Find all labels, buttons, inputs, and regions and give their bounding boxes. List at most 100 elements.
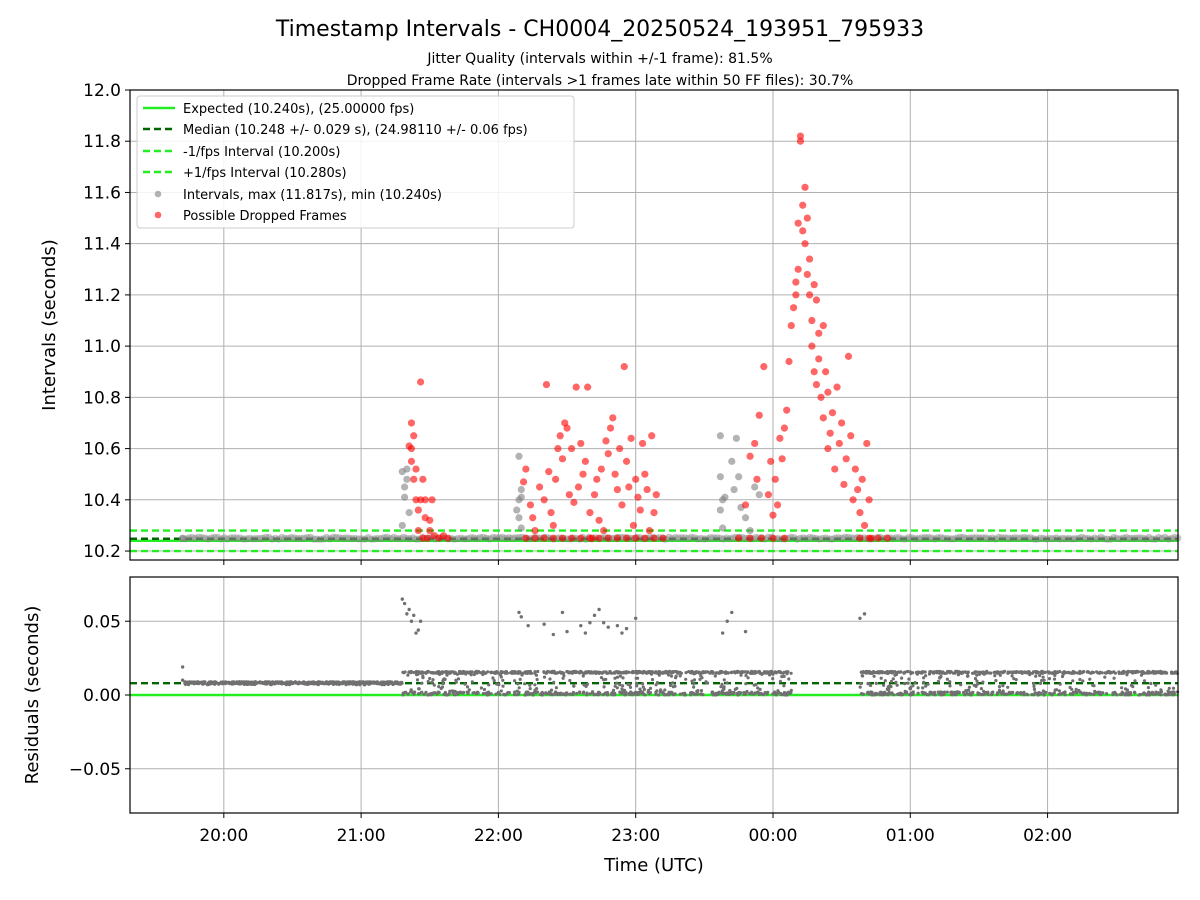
interval-point bbox=[1113, 534, 1121, 543]
residual-point bbox=[515, 671, 519, 675]
residual-point bbox=[1038, 673, 1042, 678]
dropped-frame-point bbox=[856, 534, 864, 542]
interval-point bbox=[403, 475, 411, 483]
residual-point bbox=[617, 670, 621, 674]
residual-point bbox=[996, 671, 1000, 675]
residual-point bbox=[501, 678, 505, 683]
interval-point bbox=[755, 491, 763, 499]
residual-point bbox=[923, 670, 927, 674]
interval-point bbox=[313, 535, 321, 543]
residual-point bbox=[1028, 673, 1032, 677]
residual-point bbox=[731, 691, 735, 695]
dropped-frame-point bbox=[778, 455, 786, 463]
interval-point bbox=[1161, 533, 1169, 541]
intervals-y-tick-label: 11.8 bbox=[83, 132, 121, 152]
residual-point bbox=[990, 693, 994, 697]
residual-point bbox=[1032, 684, 1036, 689]
interval-point bbox=[716, 506, 724, 514]
dropped-frame-point bbox=[604, 450, 612, 458]
residual-point bbox=[528, 692, 533, 696]
intervals-y-tick-label: 10.8 bbox=[83, 388, 121, 408]
residual-point bbox=[1163, 670, 1167, 674]
residual-point bbox=[1097, 690, 1101, 694]
residual-point bbox=[1171, 686, 1176, 690]
dropped-frame-point bbox=[803, 270, 811, 279]
residual-point bbox=[665, 693, 669, 697]
interval-point bbox=[703, 535, 712, 543]
intervals-x-ticks bbox=[223, 560, 1049, 565]
residual-point bbox=[438, 672, 442, 677]
residual-point bbox=[874, 681, 878, 686]
interval-point bbox=[1097, 533, 1105, 541]
dropped-frame-point bbox=[856, 509, 864, 517]
residual-point bbox=[565, 629, 569, 634]
dropped-frame-point bbox=[620, 363, 628, 371]
residual-point bbox=[698, 677, 702, 682]
residual-point bbox=[445, 673, 449, 677]
residual-point bbox=[1001, 684, 1005, 688]
dropped-frame-point bbox=[755, 411, 763, 419]
residual-point bbox=[692, 682, 696, 686]
residual-point bbox=[882, 683, 886, 687]
interval-point bbox=[265, 533, 273, 542]
residual-point bbox=[400, 597, 404, 601]
residual-point bbox=[892, 693, 896, 697]
interval-point bbox=[278, 533, 286, 542]
residual-point bbox=[1057, 689, 1061, 693]
residual-point bbox=[1120, 686, 1124, 690]
residual-point bbox=[420, 681, 424, 685]
residual-point bbox=[761, 693, 765, 697]
intervals-y-tick-label: 11.6 bbox=[83, 183, 121, 203]
residual-point bbox=[1105, 671, 1109, 675]
interval-point bbox=[959, 533, 968, 541]
residual-point bbox=[320, 681, 325, 685]
residual-point bbox=[721, 691, 725, 696]
dropped-frame-point bbox=[568, 534, 576, 542]
residual-point bbox=[405, 612, 409, 616]
residual-point bbox=[973, 677, 978, 681]
residual-point bbox=[476, 691, 480, 695]
residual-point bbox=[891, 677, 895, 681]
residual-point bbox=[568, 692, 572, 696]
residual-point bbox=[668, 670, 672, 674]
dropped-frame-point bbox=[641, 534, 649, 542]
residual-point bbox=[562, 674, 566, 678]
residual-point bbox=[412, 613, 416, 618]
residual-point bbox=[553, 670, 557, 674]
interval-point bbox=[463, 535, 471, 543]
interval-point bbox=[492, 534, 500, 542]
interval-point bbox=[1171, 533, 1179, 542]
residual-point bbox=[1005, 692, 1009, 696]
residual-point bbox=[870, 693, 874, 697]
interval-point bbox=[678, 534, 686, 542]
residual-point bbox=[782, 684, 786, 688]
residual-point bbox=[976, 692, 980, 696]
residual-point bbox=[1092, 692, 1096, 696]
residual-point bbox=[535, 687, 539, 691]
interval-point bbox=[454, 535, 462, 543]
residual-point bbox=[334, 682, 339, 686]
x-tick-label: 02:00 bbox=[1023, 826, 1072, 846]
x-tick-label: 21:00 bbox=[337, 826, 386, 846]
residual-point bbox=[406, 692, 410, 696]
residual-point bbox=[1157, 670, 1161, 674]
residual-point bbox=[414, 670, 419, 674]
dropped-frame-point bbox=[863, 439, 871, 448]
residual-point bbox=[624, 626, 629, 631]
dropped-frame-point bbox=[789, 304, 798, 312]
dropped-frame-point bbox=[847, 432, 855, 440]
interval-point bbox=[953, 534, 961, 542]
residual-point bbox=[937, 692, 941, 696]
interval-point bbox=[1068, 535, 1076, 543]
residual-point bbox=[407, 607, 411, 612]
interval-point bbox=[515, 514, 523, 522]
interval-point bbox=[691, 534, 699, 542]
residual-point bbox=[183, 681, 187, 685]
residual-point bbox=[416, 628, 421, 632]
residual-point bbox=[968, 691, 972, 695]
residual-point bbox=[678, 674, 682, 678]
residual-point bbox=[642, 687, 647, 692]
dropped-frame-point bbox=[801, 183, 809, 191]
intervals-y-tick-label: 11.2 bbox=[83, 286, 121, 306]
residual-point bbox=[1124, 692, 1128, 696]
